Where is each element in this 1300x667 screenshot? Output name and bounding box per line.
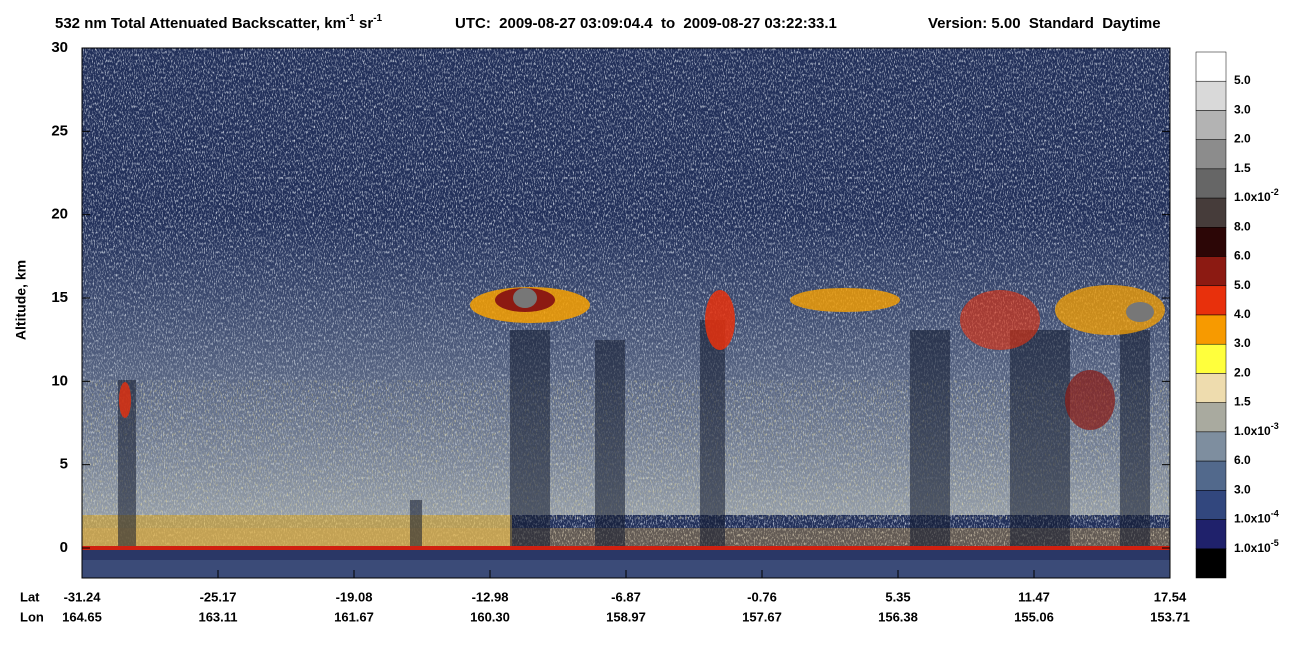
colorbar-label-exponent: -4 [1271,509,1279,519]
colorbar-label: 6.0 [1234,249,1251,263]
colorbar-label-text: 1.5 [1234,395,1251,409]
colorbar-label: 1.0x10-2 [1234,187,1279,204]
colorbar-label-text: 3.0 [1234,483,1251,497]
y-axis-label: Altitude, km [13,260,29,340]
x-tick-label: 153.71 [1150,609,1190,624]
colorbar-swatch [1195,343,1227,374]
x-tick-label: 157.67 [742,609,782,624]
colorbar-label-text: 4.0 [1234,307,1251,321]
colorbar-label-text: 1.0x10 [1234,541,1271,555]
colorbar-label-text: 3.0 [1234,103,1251,117]
y-tick-label: 0 [60,539,68,556]
colorbar-label: 2.0 [1234,132,1251,146]
colorbar-label-text: 5.0 [1234,278,1251,292]
colorbar-label-text: 5.0 [1234,73,1251,87]
colorbar-label-text: 1.5 [1234,161,1251,175]
y-tick-label: 20 [51,206,68,223]
colorbar-swatch [1195,519,1227,550]
colorbar-label: 6.0 [1234,453,1251,467]
colorbar-label: 1.5 [1234,161,1251,175]
colorbar-label: 3.0 [1234,103,1251,117]
x-tick-label: -6.87 [611,589,641,604]
x-tick-label: -0.76 [747,589,777,604]
colorbar-swatch [1195,548,1227,579]
x-tick-label: 17.54 [1154,589,1187,604]
colorbar-label-text: 2.0 [1234,132,1251,146]
chart-title: 532 nm Total Attenuated Backscatter, km-… [55,13,383,32]
x-tick-label: 5.35 [885,589,910,604]
colorbar-label-exponent: -3 [1271,421,1279,431]
colorbar-swatch [1195,314,1227,345]
colorbar-swatch [1195,51,1227,82]
colorbar-label: 3.0 [1234,483,1251,497]
colorbar-swatch [1195,168,1227,199]
x-tick-label: 11.47 [1018,589,1050,604]
colorbar-swatch [1195,256,1227,287]
cloud [119,285,1165,430]
colorbar-label-text: 8.0 [1234,220,1251,234]
colorbar-label-text: 2.0 [1234,366,1251,380]
colorbar-swatch [1195,431,1227,462]
colorbar-swatch [1195,197,1227,228]
y-tick-label: 15 [51,289,68,306]
colorbar-swatch [1195,490,1227,520]
colorbar-label-text: 3.0 [1234,336,1251,350]
version: Version: 5.00 Standard Daytime [928,15,1161,32]
colorbar-label-text: 6.0 [1234,249,1251,263]
colorbar-label: 2.0 [1234,366,1251,380]
x-tick-label: -25.17 [200,589,237,604]
x-tick-label: 155.06 [1014,609,1054,624]
x-tick-label: 160.30 [470,609,510,624]
colorbar-swatch [1195,402,1227,433]
colorbar-swatch [1195,139,1227,170]
x-row-name: Lon [20,609,44,624]
colorbar-label-exponent: -5 [1271,538,1279,548]
backscatter-curtain [82,48,1170,578]
colorbar-label: 3.0 [1234,336,1251,350]
colorbar-label: 4.0 [1234,307,1251,321]
colorbar-label: 1.0x10-4 [1234,509,1279,526]
y-tick-label: 25 [51,122,68,139]
colorbar-label: 5.0 [1234,278,1251,292]
colorbar-swatch [1195,285,1227,316]
title-text: sr [355,15,374,32]
y-tick-label: 10 [51,372,68,389]
x-tick-label: -31.24 [64,589,102,604]
colorbar-label-text: 1.0x10 [1234,424,1271,438]
colorbar-label: 1.0x10-5 [1234,538,1279,555]
y-tick-label: 30 [51,39,68,56]
colorbar-label: 1.0x10-3 [1234,421,1279,438]
colorbar-label-text: 1.0x10 [1234,190,1271,204]
colorbar-label-text: 1.0x10 [1234,512,1271,526]
colorbar-swatch [1195,110,1227,140]
y-tick-label: 5 [60,456,68,473]
colorbar-swatch [1195,227,1227,257]
x-tick-label: 158.97 [606,609,646,624]
colorbar-label-text: 6.0 [1234,453,1251,467]
x-row-name: Lat [20,589,40,604]
colorbar-swatch [1195,460,1227,491]
title-text: 532 nm Total Attenuated Backscatter, km [55,15,346,32]
x-tick-label: 156.38 [878,609,918,624]
title-superscript: -1 [373,13,382,24]
x-tick-label: -19.08 [336,589,373,604]
title-superscript: -1 [346,13,355,24]
colorbar-label: 8.0 [1234,220,1251,234]
colorbar-swatch [1195,373,1227,403]
utc-range: UTC: 2009-08-27 03:09:04.4 to 2009-08-27… [455,15,837,32]
colorbar-label-exponent: -2 [1271,187,1279,197]
x-tick-label: 161.67 [334,609,374,624]
x-tick-label: 164.65 [62,609,102,624]
x-tick-label: -12.98 [472,589,509,604]
colorbar-label: 1.5 [1234,395,1251,409]
colorbar-swatch [1195,80,1227,111]
colorbar-label: 5.0 [1234,73,1251,87]
x-tick-label: 163.11 [198,609,237,624]
